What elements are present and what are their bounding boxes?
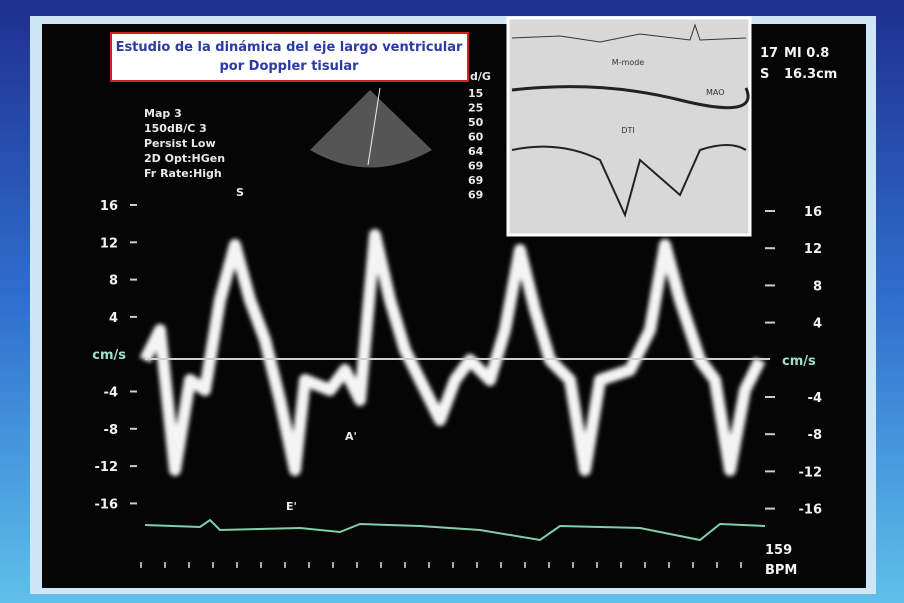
scale-header: d/G [470, 70, 491, 83]
mode: S [760, 67, 769, 82]
scale-value: 64 [468, 145, 484, 158]
wave-label: A' [345, 430, 357, 443]
right-axis-label: 16 [804, 205, 822, 220]
title-line: por Doppler tisular [219, 59, 359, 74]
title-line: Estudio de la dinámica del eje largo ven… [116, 40, 463, 55]
right-axis-label: 12 [804, 242, 822, 257]
scale-value: 50 [468, 116, 484, 129]
left-axis-label: -4 [104, 386, 118, 401]
scale-value: 69 [468, 174, 483, 187]
scale-value: 69 [468, 189, 483, 202]
setting: 150dB/C 3 [144, 122, 207, 135]
setting: Fr Rate:High [144, 167, 222, 180]
wave-label: E' [286, 500, 297, 513]
inset-label: DTI [621, 126, 634, 135]
left-axis-label: 8 [109, 274, 118, 289]
page: Estudio de la dinámica del eje largo ven… [0, 0, 904, 603]
frame-number: 17 [760, 46, 778, 61]
mi: MI 0.8 [784, 46, 829, 61]
left-axis-label: cm/s [92, 348, 126, 363]
heart-rate: 159 [765, 543, 792, 558]
left-axis-label: 16 [100, 199, 118, 214]
setting: Map 3 [144, 107, 182, 120]
left-axis-label: -8 [104, 423, 118, 438]
left-axis-label: -12 [95, 460, 119, 475]
setting: 2D Opt:HGen [144, 152, 225, 165]
left-axis-label: 12 [100, 236, 118, 251]
right-axis-label: -4 [808, 391, 822, 406]
heart-rate-unit: BPM [765, 563, 797, 578]
right-axis-label: -12 [799, 465, 823, 480]
scale-value: 60 [468, 131, 484, 144]
right-axis-label: -8 [808, 428, 822, 443]
inset-label: M-mode [612, 58, 645, 67]
scale-value: 69 [468, 160, 483, 173]
depth: 16.3cm [784, 67, 837, 82]
scale-value: 25 [468, 102, 483, 115]
right-axis-label: -16 [799, 503, 823, 518]
setting: Persist Low [144, 137, 216, 150]
scale-value: 15 [468, 87, 483, 100]
slide: Estudio de la dinámica del eje largo ven… [0, 0, 904, 603]
left-axis-label: -16 [95, 497, 119, 512]
right-axis-label: 4 [813, 317, 822, 332]
right-axis-label: cm/s [782, 354, 816, 369]
left-axis-label: 4 [109, 311, 118, 326]
inset-label: MAO [706, 88, 725, 97]
wave-label: S [236, 186, 244, 199]
right-axis-label: 8 [813, 279, 822, 294]
